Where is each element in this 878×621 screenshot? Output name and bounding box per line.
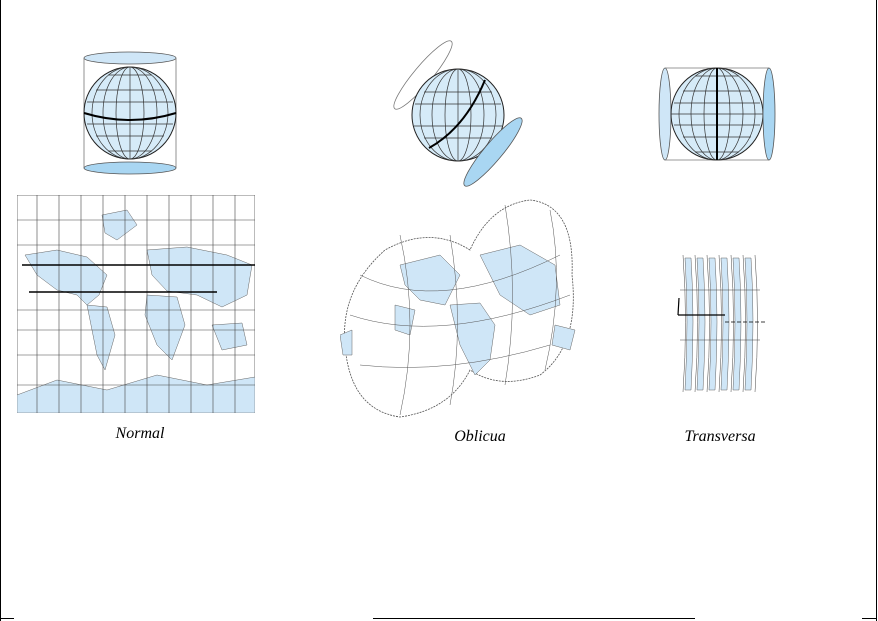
frame-bottom-left-tick: [0, 618, 14, 619]
frame-right-line: [876, 0, 877, 621]
caption-normal: Normal: [115, 425, 165, 442]
frame-left-line: [0, 0, 1, 621]
oblique-globe-diagram: [385, 38, 530, 188]
globe-in-vertical-cylinder-icon: [83, 51, 177, 175]
transverse-projection-map: [677, 254, 767, 393]
normal-globe-diagram: [75, 45, 185, 180]
oblique-map: [340, 195, 580, 420]
frame-bottom-center-line: [373, 618, 695, 619]
frame-bottom-right-tick: [862, 618, 876, 619]
oblique-projection-map: [340, 199, 576, 418]
transverse-map: [675, 250, 770, 395]
caption-oblique: Oblicua: [454, 428, 506, 445]
mercator-world-map: [17, 195, 255, 413]
normal-map: [17, 195, 255, 413]
caption-transverse: Transversa: [684, 428, 756, 445]
transverse-globe-diagram: [655, 62, 780, 167]
globe-in-tilted-cylinder-icon: [393, 40, 523, 187]
globe-in-horizontal-cylinder-icon: [658, 67, 776, 161]
